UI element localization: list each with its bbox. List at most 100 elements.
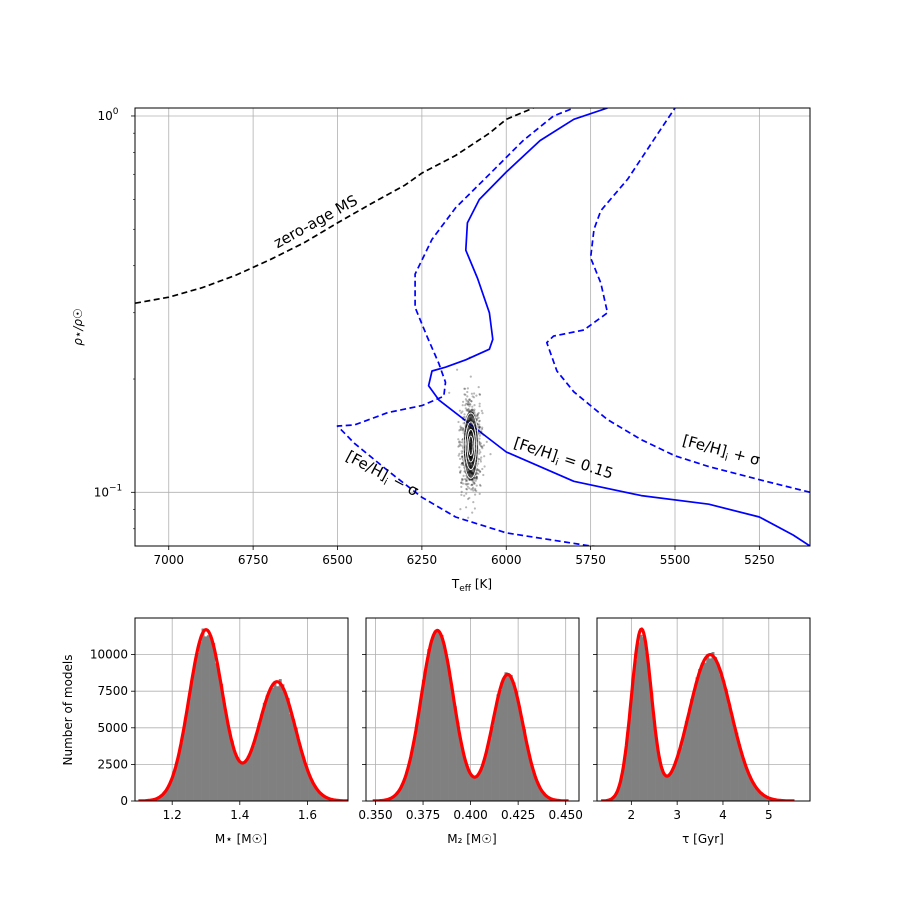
sample-point — [473, 392, 476, 395]
histogram-bar — [751, 782, 755, 801]
histogram-bar — [300, 749, 304, 801]
sample-point — [468, 356, 471, 359]
histogram-bar — [692, 693, 696, 801]
histogram-bar — [674, 761, 678, 801]
sample-point — [478, 393, 482, 396]
histogram-bar — [754, 786, 758, 801]
histogram-bar — [262, 702, 266, 801]
histogram-bar — [756, 789, 760, 801]
histogram-bar — [225, 720, 229, 801]
histogram-bar — [400, 785, 404, 801]
sample-point — [461, 410, 464, 413]
histogram-bar — [294, 727, 298, 801]
sample-point — [466, 403, 470, 406]
sample-point — [475, 477, 478, 480]
histogram-bar — [631, 678, 635, 801]
sample-point — [471, 483, 474, 486]
sample-point — [476, 477, 479, 480]
sample-point — [461, 462, 464, 465]
histogram-bar — [461, 753, 465, 801]
histogram-bar — [626, 731, 630, 801]
histogram-bar — [676, 755, 680, 801]
sample-point — [465, 480, 468, 483]
sample-point — [479, 470, 482, 473]
sample-point — [461, 463, 465, 466]
hist-x-tick-label: 0.400 — [453, 808, 487, 822]
histogram-bar — [177, 753, 181, 801]
main-x-tick-label: 5500 — [660, 553, 691, 567]
zero-age-ms-track — [135, 108, 534, 305]
sample-point — [481, 447, 484, 450]
histogram-bar — [286, 698, 290, 801]
sample-point — [468, 405, 471, 408]
sample-point — [474, 487, 477, 490]
histogram-bar — [671, 768, 675, 801]
main-x-ticks: 7000 6750 6500 6250 6000 5750 5500 5250 — [153, 546, 775, 567]
histogram-bar — [509, 675, 513, 801]
sample-point — [479, 470, 482, 473]
sample-point — [478, 441, 481, 444]
histogram-bar — [190, 677, 194, 801]
sample-point — [462, 422, 465, 425]
sample-point — [466, 479, 469, 482]
sample-point — [460, 479, 464, 482]
histogram-bar — [217, 673, 221, 801]
main-x-axis-label: Teff [K] — [451, 577, 492, 594]
histogram-bar — [164, 790, 168, 801]
sample-point — [477, 472, 480, 475]
histogram-bar — [541, 792, 545, 801]
histogram-bar — [308, 774, 312, 801]
sample-point — [459, 508, 462, 511]
histogram-bar — [743, 763, 747, 801]
histogram-bar — [620, 772, 624, 801]
sample-point — [482, 444, 486, 447]
histogram-bar — [655, 742, 659, 801]
sample-point — [463, 387, 466, 390]
hist-axes-frame — [365, 617, 580, 802]
sample-point — [462, 400, 465, 403]
sample-point — [467, 408, 470, 411]
hist-y-tick-label: 7500 — [97, 684, 128, 698]
histogram-bar — [650, 692, 654, 801]
histogram-bar — [459, 740, 463, 801]
sample-point — [471, 480, 474, 483]
sample-point — [460, 481, 463, 484]
sample-point — [471, 511, 474, 514]
sample-point — [460, 463, 463, 466]
histogram-bar — [730, 716, 734, 801]
histogram-age: 2 3 4 5 — [593, 617, 811, 822]
sample-point — [464, 407, 467, 410]
histogram-bar — [639, 634, 643, 801]
sample-point — [457, 420, 460, 424]
sample-point — [475, 476, 478, 479]
sample-point — [482, 433, 485, 436]
sample-point — [473, 410, 476, 413]
hist-axes-frame — [134, 617, 349, 802]
histogram-bar — [395, 793, 399, 801]
sample-point — [473, 482, 476, 485]
sample-point — [479, 425, 482, 428]
sample-point — [475, 476, 478, 479]
sample-point — [462, 418, 465, 421]
track-feh-nominal — [427, 108, 810, 546]
sample-point — [465, 408, 468, 411]
histogram-bar — [204, 636, 208, 801]
histogram-bar — [214, 663, 218, 801]
histogram-bar — [180, 742, 184, 801]
histogram-bar — [424, 668, 428, 801]
sample-point — [477, 469, 481, 472]
histogram-bar — [515, 691, 519, 801]
histogram-bar — [682, 734, 686, 801]
histogram-bar — [544, 795, 548, 801]
histogram-bar — [528, 758, 532, 801]
sample-point — [479, 444, 482, 448]
sample-point — [477, 386, 480, 389]
histogram-bar — [249, 752, 253, 801]
hist-stellar-mass-x-label: M⋆ [M☉] — [215, 832, 267, 846]
sample-point — [460, 485, 463, 488]
histogram-bar — [496, 694, 500, 801]
sample-point — [478, 428, 481, 431]
sample-point — [479, 451, 482, 454]
histogram-bar — [448, 677, 452, 801]
sample-point — [476, 413, 479, 416]
